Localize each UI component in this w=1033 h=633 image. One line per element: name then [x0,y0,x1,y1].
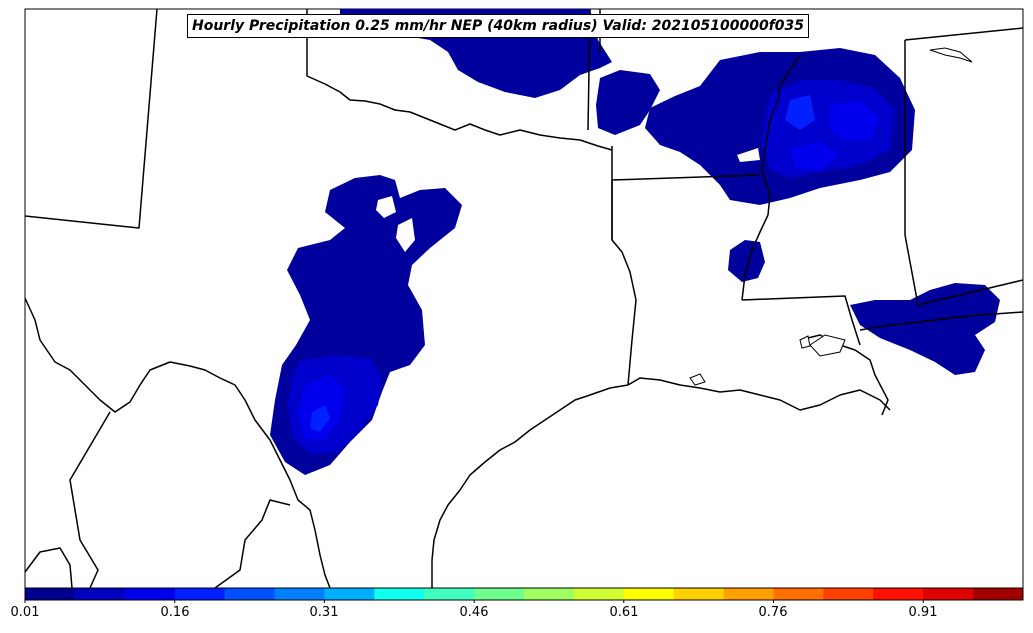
colorbar-segment [224,588,275,600]
colorbar-segment [623,588,675,600]
colorbar-segment [324,588,375,600]
colorbar-segment [573,588,625,600]
colorbar-ticks [24,600,924,603]
precip-region-arkansas-mississippi [645,48,915,205]
mississippi-river [741,54,801,301]
colorbar-segment [25,588,76,600]
lakes [689,47,973,386]
coahuila-line [214,499,291,588]
precip-region-central-texas [270,175,462,475]
colorbar-segment [74,588,126,600]
boundary-lines [25,9,1023,588]
colorbar-tick-label-1: 0.16 [160,605,190,620]
colorbar-segment [374,588,425,600]
colorbar-segment [773,588,824,600]
colorbar-segment [823,588,874,600]
baja-line [25,547,73,588]
nm-co-border [25,9,158,229]
colorbar-segment [723,588,774,600]
mobile-coast [859,311,1023,331]
colorbar-segment [474,588,525,600]
map-title: Hourly Precipitation 0.25 mm/hr NEP (40k… [187,14,810,38]
colorbar-segment [174,588,226,600]
colorbar-segment [873,588,924,600]
red-river-border [306,9,613,151]
mississippi-alabama-border [904,40,919,306]
colorbar-segment [424,588,475,600]
colorbar-tick-label-2: 0.31 [309,605,339,620]
colorbar [25,588,1024,600]
colorbar-tick-label-0: 0.01 [10,605,40,620]
louisiana-mississippi-border [741,295,861,346]
precip-region-north-louisiana [728,240,765,282]
colorbar-segment [673,588,725,600]
colorbar-segment [923,588,974,600]
colorbar-frame [24,587,1024,601]
rio-grande [25,297,331,588]
colorbar-segment [124,588,176,600]
colorbar-tick-label-5: 0.76 [758,605,788,620]
colorbar-tick-label-4: 0.61 [609,605,639,620]
missouri-arkansas-border [611,174,761,181]
colorbar-tick-label-3: 0.46 [459,605,489,620]
texas-coastline [431,377,891,588]
colorbar-tick-label-6: 0.91 [908,605,938,620]
colorbar-segment [973,588,1024,600]
colorbar-segment [524,588,575,600]
colorbar-segment [274,588,325,600]
tennessee-border [904,27,1023,41]
precip-region-gulf-coast-east [850,283,1000,375]
alabama-florida-border [917,279,1023,306]
mexico-state-line [69,411,111,588]
